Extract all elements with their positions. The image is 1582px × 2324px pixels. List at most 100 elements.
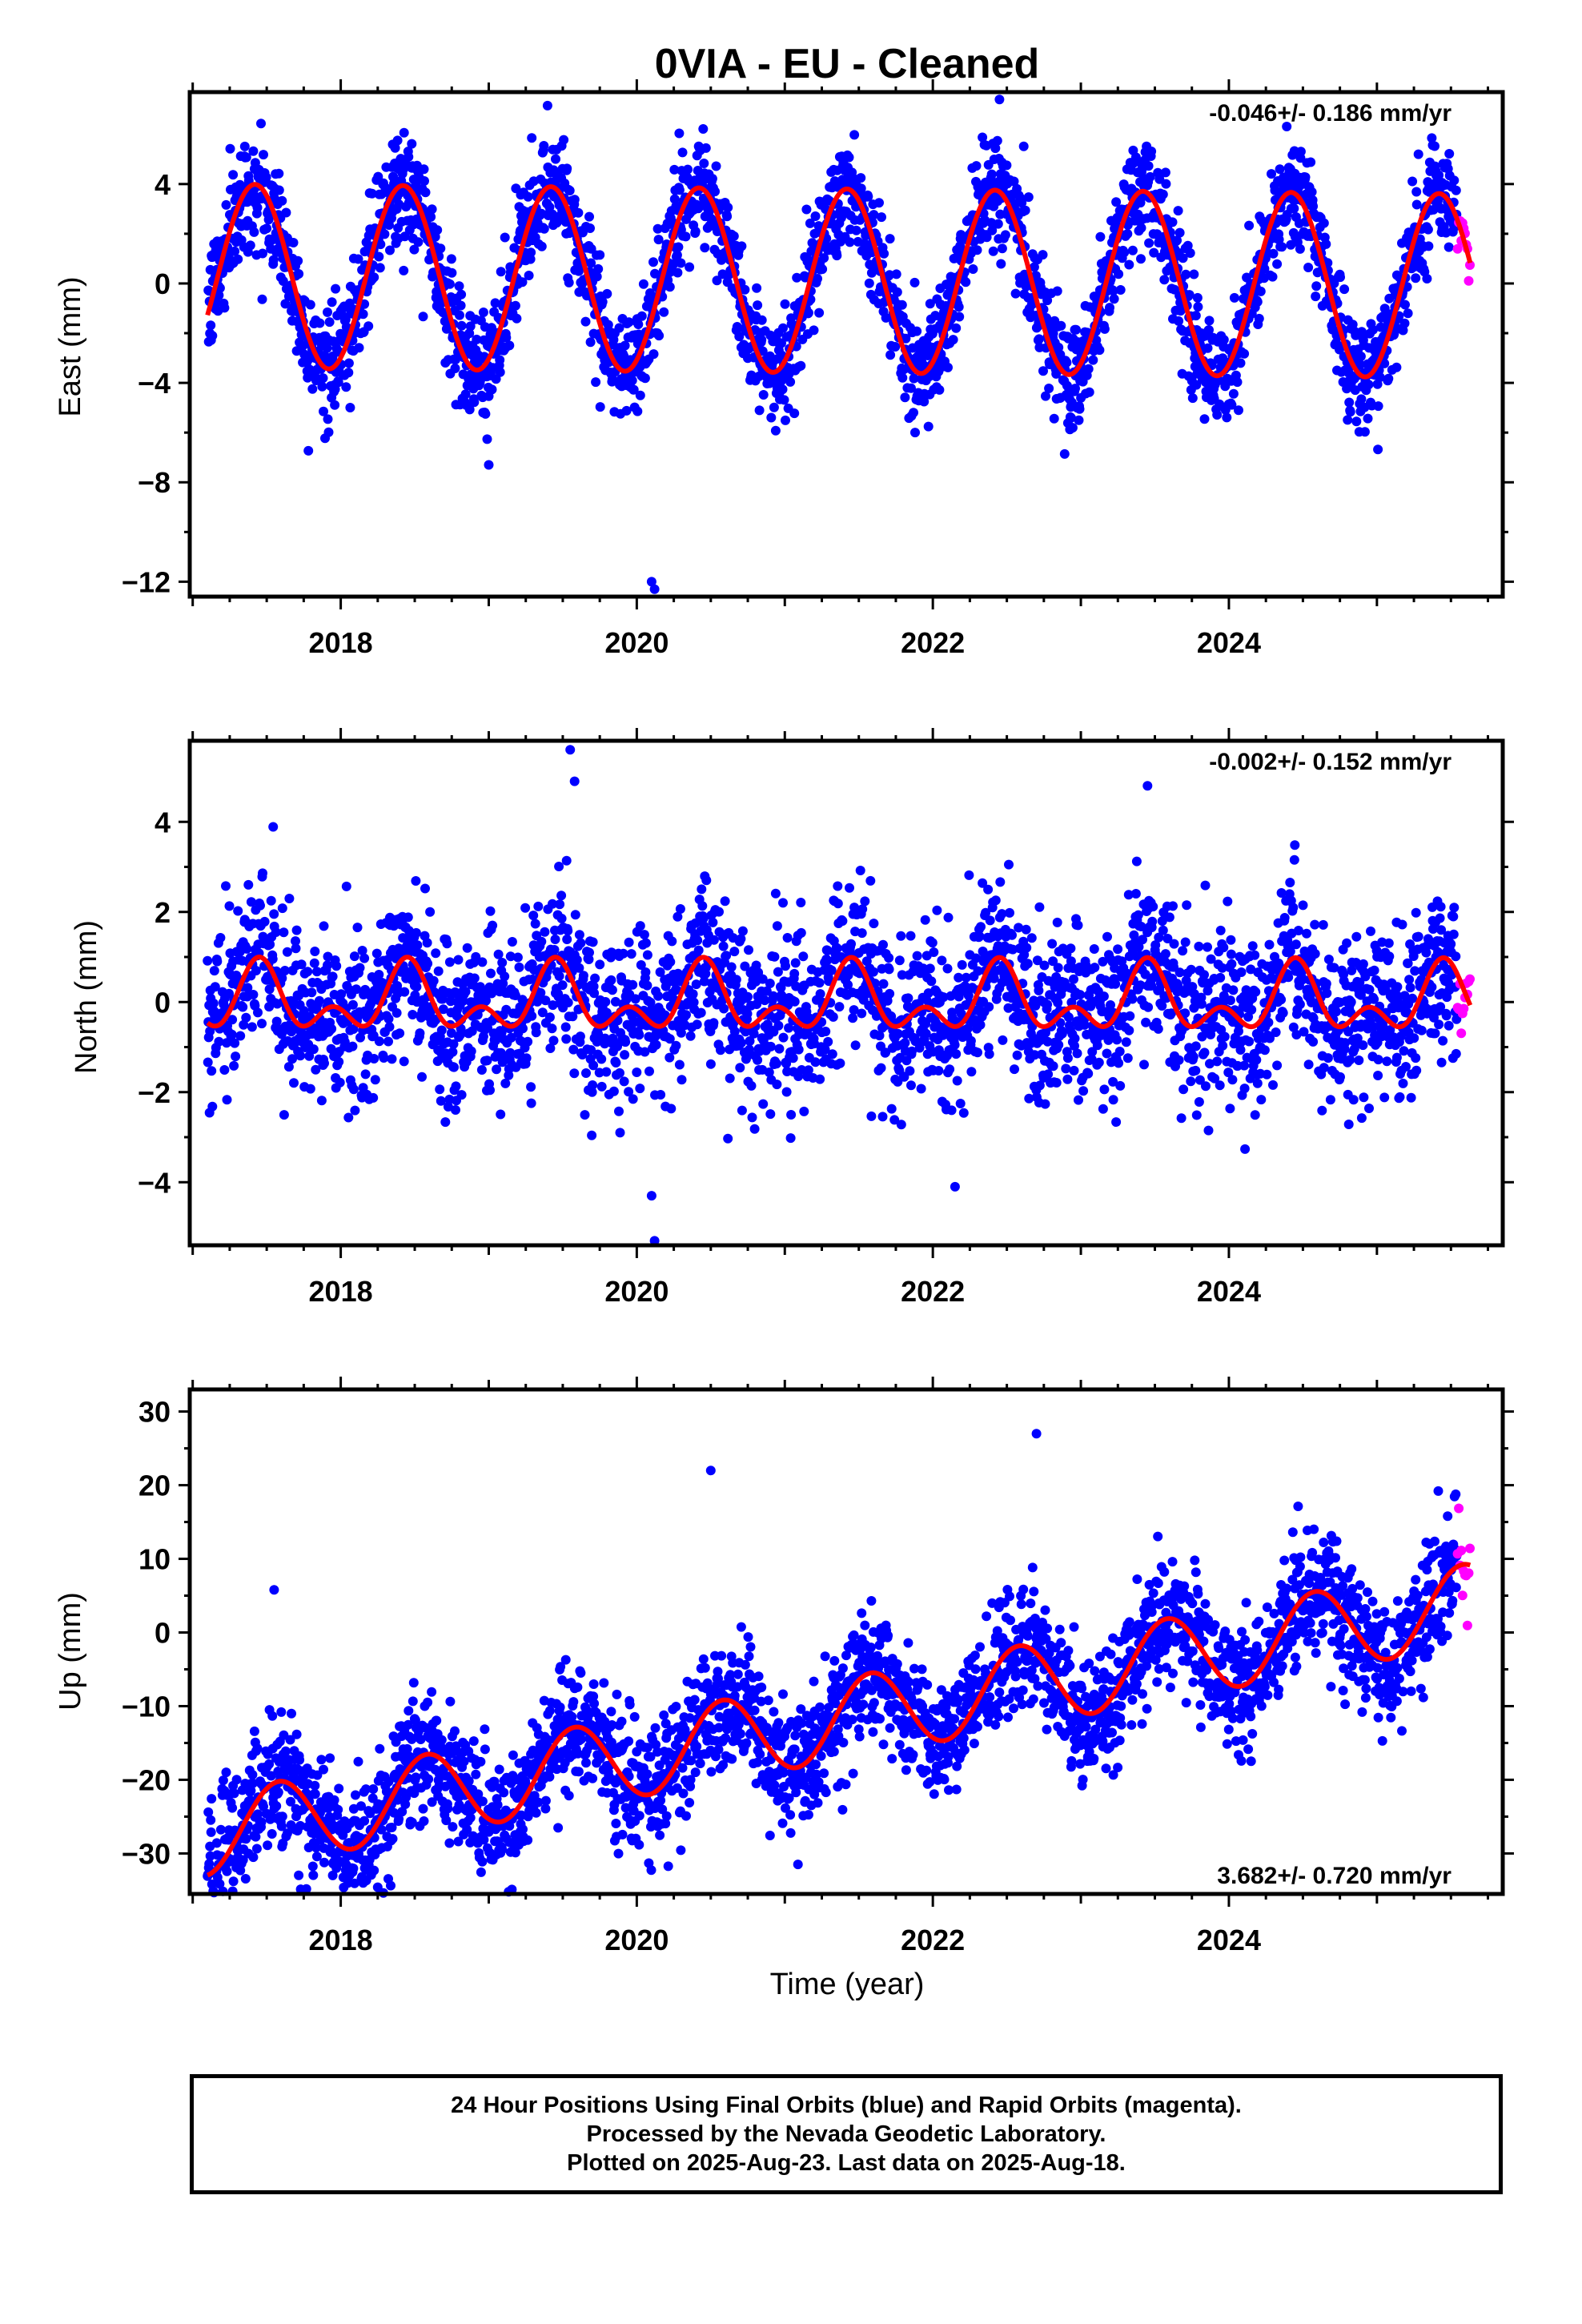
east-final-point [239,141,250,151]
east-final-point [420,187,431,198]
north-final-point [1069,974,1078,984]
north-final-point [1051,1078,1062,1088]
east-final-point [803,308,813,318]
east-final-point [1189,269,1199,279]
east-final-point [810,211,821,221]
east-final-point [404,151,414,162]
north-final-point [596,1054,607,1064]
north-final-point [835,1058,845,1068]
east-final-point [573,207,584,218]
north-final-point [348,1084,359,1095]
north-final-point [958,1108,969,1118]
north-final-point [341,881,351,891]
north-final-point [387,1054,397,1064]
north-final-point [814,978,825,988]
north-final-point [1061,1063,1071,1074]
east-final-point [375,239,386,250]
north-final-point [222,1095,232,1105]
east-final-point [1423,241,1434,251]
north-final-point [1048,1061,1058,1072]
north-final-point [833,881,843,891]
east-final-point [638,279,648,289]
east-final-point [701,143,711,153]
north-final-point [349,951,359,962]
north-final-point [444,957,455,967]
north-final-point [896,931,906,941]
north-final-point [667,936,677,947]
north-final-point [615,1068,624,1078]
east-final-point [324,317,335,328]
north-final-point [615,1128,625,1138]
north-final-point [886,1104,897,1114]
north-final-point [966,1067,977,1077]
north-final-point [327,1023,337,1034]
north-final-point [1034,902,1045,912]
north-final-point [990,895,1001,906]
north-final-point [785,1133,796,1144]
east-final-point [845,237,855,247]
east-final-point [1185,248,1195,258]
east-final-point [1407,176,1418,187]
north-final-point [1053,963,1063,973]
north-final-point [1004,859,1014,870]
east-final-point [1383,373,1394,384]
north-final-point [308,1044,319,1055]
north-final-point [574,930,584,940]
north-final-point [229,1060,239,1071]
north-final-point [500,1078,511,1088]
east-final-point [274,185,284,195]
east-final-point [450,364,460,373]
east-final-point [460,389,471,400]
east-final-point [1289,203,1299,214]
north-final-point [433,966,444,976]
north-final-point [896,1120,906,1130]
north-final-point [743,991,753,1002]
east-final-point [1088,355,1098,365]
east-final-point [620,340,630,351]
east-final-point [1143,161,1154,171]
east-final-point [700,243,710,253]
east-final-point [344,298,355,308]
east-final-point [1403,308,1413,319]
north-final-point [720,896,730,907]
north-final-point [718,941,729,951]
east-final-point [994,94,1005,105]
east-final-point [394,199,404,209]
north-final-point [327,971,338,982]
east-final-point [737,241,747,251]
north-final-point [423,959,433,969]
north-final-point [926,976,937,987]
east-final-point [1275,164,1285,175]
north-final-point [731,975,741,985]
east-final-point [1444,149,1455,159]
north-final-point [247,1022,257,1032]
north-final-point [266,895,276,906]
north-final-point [411,876,421,886]
north-final-point [723,1133,733,1144]
east-ytick-label: 0 [155,267,171,300]
north-final-point [563,997,573,1007]
north-final-point [462,943,472,953]
east-final-point [245,240,255,251]
north-final-point [291,925,302,935]
east-final-point [1034,334,1044,344]
east-final-point [455,310,464,320]
east-final-point [258,248,267,259]
north-final-point [561,855,572,866]
north-final-point [207,1101,218,1112]
north-final-point [1005,907,1014,918]
east-final-point [1359,427,1370,437]
east-final-point [632,406,643,416]
north-final-point [436,1025,447,1035]
north-final-point [379,1053,389,1063]
north-final-point [984,1049,994,1059]
north-final-point [310,947,320,956]
north-final-point [746,1080,757,1091]
north-final-point [289,1078,299,1088]
north-final-point [823,1036,833,1047]
north-final-point [1062,1074,1073,1084]
east-final-point [909,277,920,287]
north-final-point [737,1105,747,1116]
north-final-point [1022,959,1033,969]
